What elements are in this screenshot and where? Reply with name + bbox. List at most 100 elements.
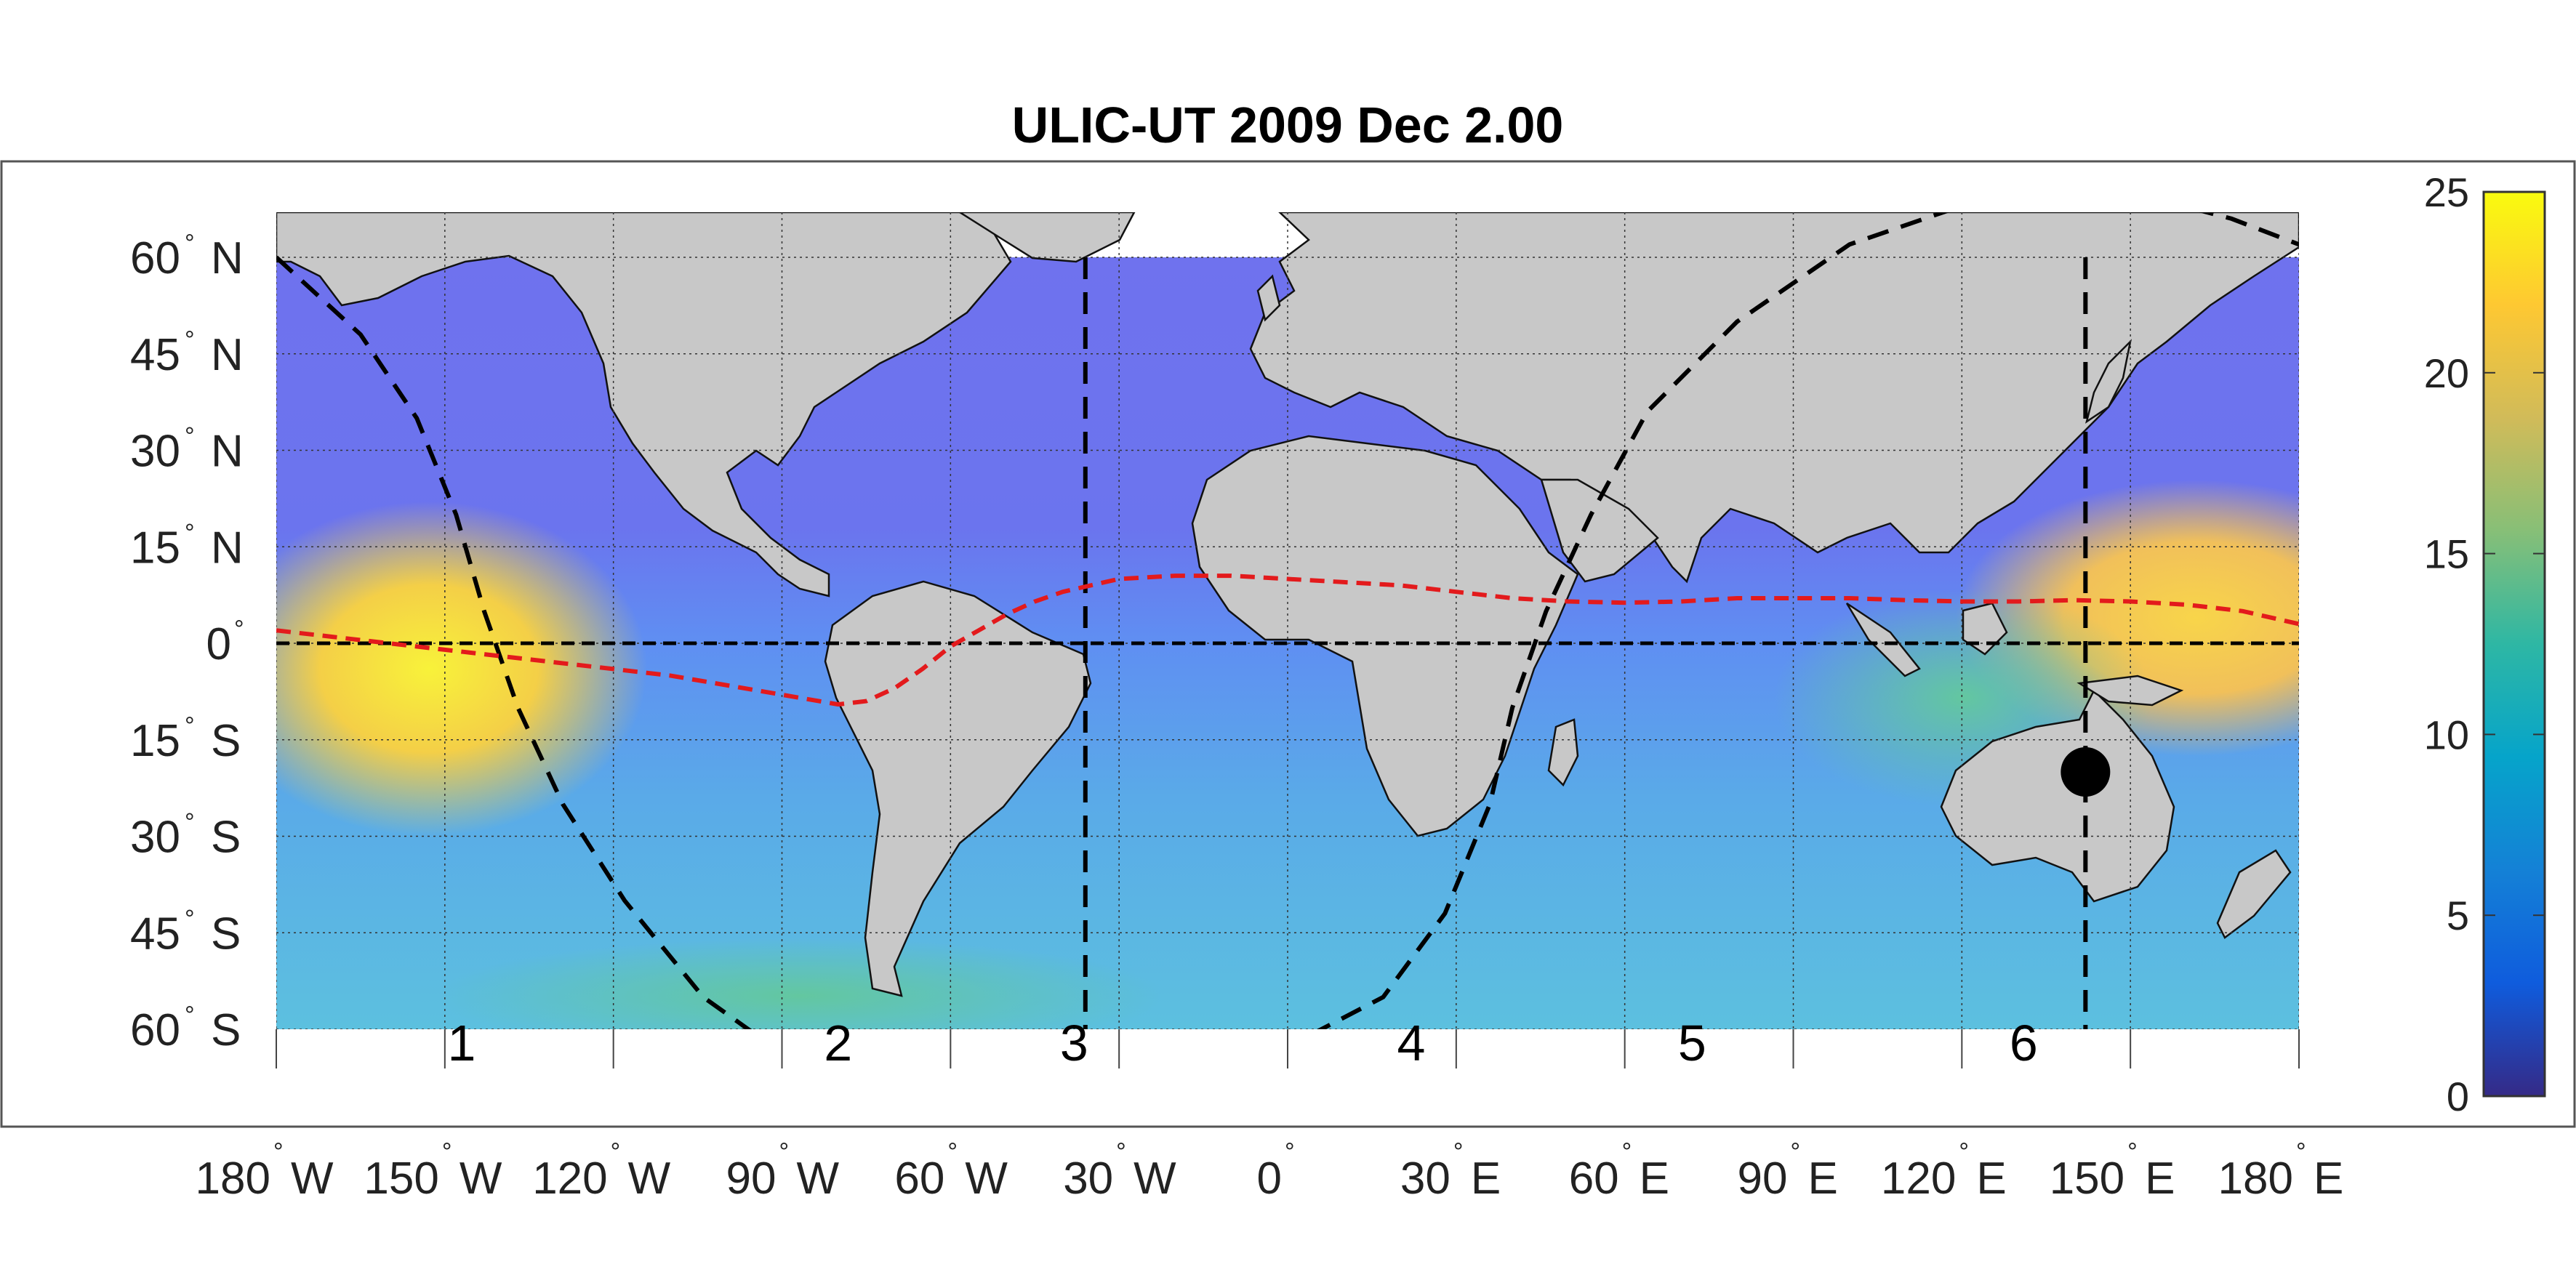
lat-tick-number: 60 — [130, 233, 180, 283]
degree-symbol: ° — [185, 905, 195, 933]
lon-tick-number: 90 — [726, 1154, 777, 1204]
lat-tick-hemisphere: S — [211, 909, 241, 959]
lat-tick-label: 15 ° N — [130, 519, 244, 573]
lat-tick-hemisphere: N — [211, 427, 244, 477]
region-label: 3 — [1060, 1015, 1088, 1071]
warm-southern-band — [436, 938, 1163, 1029]
lon-tick-label: 180°W — [196, 1138, 334, 1204]
lat-tick-label: 0 ° — [206, 616, 244, 669]
lon-tick-hemisphere: W — [291, 1154, 334, 1204]
lon-tick-hemisphere: W — [965, 1154, 1008, 1204]
lon-tick-label: 30°W — [1063, 1138, 1176, 1204]
red-dashed-curve — [276, 573, 2299, 707]
axis-tick-marks — [276, 1029, 2300, 1068]
degree-symbol: ° — [185, 712, 195, 740]
region-label: 1 — [448, 1015, 476, 1071]
lat-tick-hemisphere: N — [211, 330, 244, 380]
degree-symbol: ° — [234, 616, 244, 643]
degree-symbol: ° — [185, 809, 195, 837]
lat-tick-number: 15 — [130, 716, 180, 766]
degree-symbol: ° — [1453, 1138, 1464, 1166]
lat-tick-number: 0 — [206, 619, 231, 669]
warm-pool-east-pacific — [276, 502, 647, 836]
lon-tick-label: 90°W — [726, 1138, 840, 1204]
degree-symbol: ° — [2296, 1138, 2306, 1166]
lat-tick-hemisphere: S — [211, 716, 241, 766]
antarctic-peninsula-fragment — [931, 1047, 967, 1068]
lat-tick-label: 60 ° S — [130, 1002, 241, 1055]
lat-tick-hemisphere: N — [211, 523, 244, 573]
lon-tick-label: 120°W — [532, 1138, 670, 1204]
lon-tick-hemisphere: E — [2145, 1154, 2175, 1204]
colorbar-tick-label: 5 — [2447, 893, 2469, 938]
lat-tick-label: 45 ° S — [130, 905, 241, 959]
lon-tick-number: 0 — [1257, 1154, 1282, 1204]
degree-symbol: ° — [1285, 1138, 1295, 1166]
lat-tick-number: 60 — [130, 1005, 180, 1055]
lat-tick-number: 45 — [130, 909, 180, 959]
region-label: 4 — [1397, 1015, 1426, 1071]
location-marker — [2061, 747, 2111, 797]
lon-tick-number: 90 — [1738, 1154, 1788, 1204]
graticule — [276, 212, 2299, 1029]
lat-tick-label: 30 ° N — [130, 423, 244, 477]
colorbar-tick-label: 25 — [2424, 169, 2469, 215]
degree-symbol: ° — [947, 1138, 958, 1166]
lon-tick-hemisphere: E — [1808, 1154, 1838, 1204]
lat-tick-label: 60 ° N — [130, 230, 244, 283]
region-label: 2 — [824, 1015, 852, 1071]
colorbar-tick-label: 10 — [2424, 712, 2469, 757]
australia — [1940, 688, 2175, 903]
degree-symbol: ° — [779, 1138, 790, 1166]
region-label: 5 — [1678, 1015, 1706, 1071]
lon-tick-number: 150 — [364, 1154, 438, 1204]
lon-tick-number: 60 — [1569, 1154, 1619, 1204]
latitude-axis-labels: 60 ° N45 ° N30 ° N15 ° N0 °15 ° S30 ° S45 ° S60 ° S — [130, 230, 244, 1055]
degree-symbol: ° — [185, 519, 195, 547]
lat-tick-number: 15 — [130, 523, 180, 573]
lat-tick-number: 30 — [130, 813, 180, 863]
degree-symbol: ° — [611, 1138, 621, 1166]
lat-tick-hemisphere: N — [211, 233, 244, 283]
colorbar-ticks: 0 5 10 15 20 25 — [2424, 169, 2545, 1119]
map-area — [276, 212, 2299, 1068]
region-label: 6 — [2010, 1015, 2038, 1071]
uk — [1256, 274, 1281, 322]
lon-tick-hemisphere: W — [797, 1154, 840, 1204]
lon-tick-hemisphere: E — [1471, 1154, 1501, 1204]
lon-tick-number: 150 — [2050, 1154, 2124, 1204]
lon-tick-hemisphere: E — [2314, 1154, 2343, 1204]
lon-tick-hemisphere: W — [460, 1154, 502, 1204]
lon-tick-hemisphere: E — [1976, 1154, 2006, 1204]
lon-tick-label: 90°E — [1738, 1138, 1838, 1204]
lon-tick-number: 180 — [2218, 1154, 2293, 1204]
lon-tick-number: 180 — [196, 1154, 270, 1204]
colorbar-tick-label: 15 — [2424, 531, 2469, 577]
lon-tick-number: 60 — [894, 1154, 944, 1204]
japan — [2085, 339, 2132, 424]
madagascar — [1547, 718, 1579, 787]
degree-symbol: ° — [1116, 1138, 1126, 1166]
degree-symbol: ° — [273, 1138, 284, 1166]
lon-tick-label: 30°E — [1400, 1138, 1501, 1204]
degree-symbol: ° — [185, 326, 195, 354]
lon-tick-label: 150°E — [2050, 1138, 2175, 1204]
lat-tick-label: 15 ° S — [130, 712, 241, 766]
degree-symbol: ° — [2127, 1138, 2138, 1166]
region-number-labels: 1 2 3 4 5 6 — [448, 1015, 2038, 1071]
south-america — [824, 580, 1092, 997]
lon-tick-label: 150° W — [364, 1138, 502, 1204]
lat-tick-number: 45 — [130, 330, 180, 380]
lon-tick-hemisphere: E — [1640, 1154, 1669, 1204]
land-masses — [276, 212, 2299, 1068]
lon-tick-hemisphere: W — [1133, 1154, 1176, 1204]
overlay-lines — [276, 212, 2299, 1029]
degree-symbol: ° — [1622, 1138, 1632, 1166]
degree-symbol: ° — [442, 1138, 452, 1166]
lon-tick-number: 30 — [1400, 1154, 1450, 1204]
degree-symbol: ° — [185, 230, 195, 257]
lon-tick-label: 180° E — [2218, 1138, 2344, 1204]
north-america — [276, 212, 1012, 597]
lon-tick-label: 60°W — [894, 1138, 1008, 1204]
